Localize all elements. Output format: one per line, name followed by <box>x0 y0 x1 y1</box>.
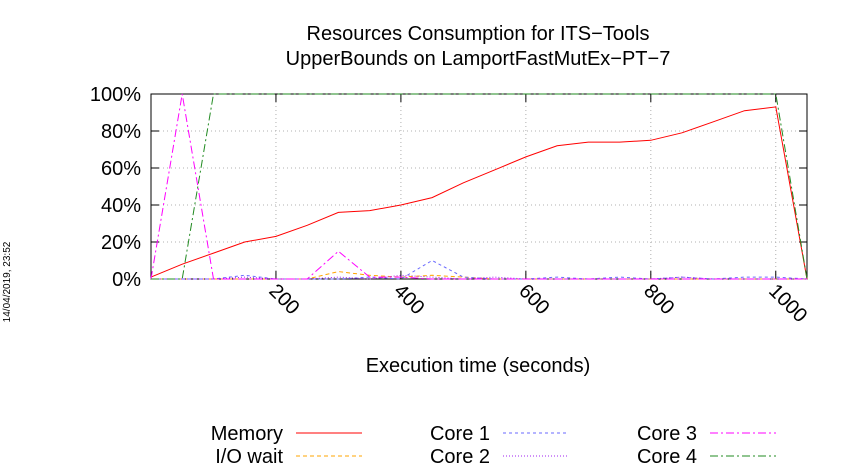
chart-ticks: 0% 20% 40% 60% 80% 100% 200 400 600 800 1000 <box>90 84 811 327</box>
x-tick-label: 600 <box>514 280 553 319</box>
y-tick-label: 20% <box>101 232 141 254</box>
chart-title-line-1: Resources Consumption for ITS−Tools <box>307 23 650 45</box>
legend-label-core-2: Core 2 <box>430 446 490 468</box>
timestamp: 14/04/2019, 23:52 <box>2 241 13 322</box>
series-line-memory <box>150 106 808 280</box>
legend-label-core-1: Core 1 <box>430 423 490 445</box>
series-line-core-1 <box>151 259 808 280</box>
x-tick-label: 200 <box>264 280 303 319</box>
chart-axes <box>150 93 808 280</box>
legend-label-core-4: Core 4 <box>637 446 697 468</box>
legend-label-i-o-wait: I/O wait <box>215 446 283 468</box>
x-tick-label: 1000 <box>764 280 811 327</box>
y-tick-label: 0% <box>112 269 141 291</box>
series-line-core-4 <box>151 93 808 280</box>
y-tick-label: 100% <box>90 84 141 106</box>
y-tick-label: 80% <box>101 121 141 143</box>
chart-series <box>150 93 808 280</box>
legend-label-memory: Memory <box>211 423 283 445</box>
plot-frame <box>150 93 808 280</box>
series-line-core-3 <box>150 93 807 280</box>
x-tick-label: 400 <box>389 280 428 319</box>
chart-title-line-2: UpperBounds on LamportFastMutEx−PT−7 <box>286 48 671 70</box>
chart-grid <box>151 93 807 280</box>
legend-label-core-3: Core 3 <box>637 423 697 445</box>
x-axis-label: Execution time (seconds) <box>366 355 591 377</box>
y-tick-label: 60% <box>101 158 141 180</box>
y-tick-label: 40% <box>101 195 141 217</box>
x-tick-label: 800 <box>639 280 678 319</box>
